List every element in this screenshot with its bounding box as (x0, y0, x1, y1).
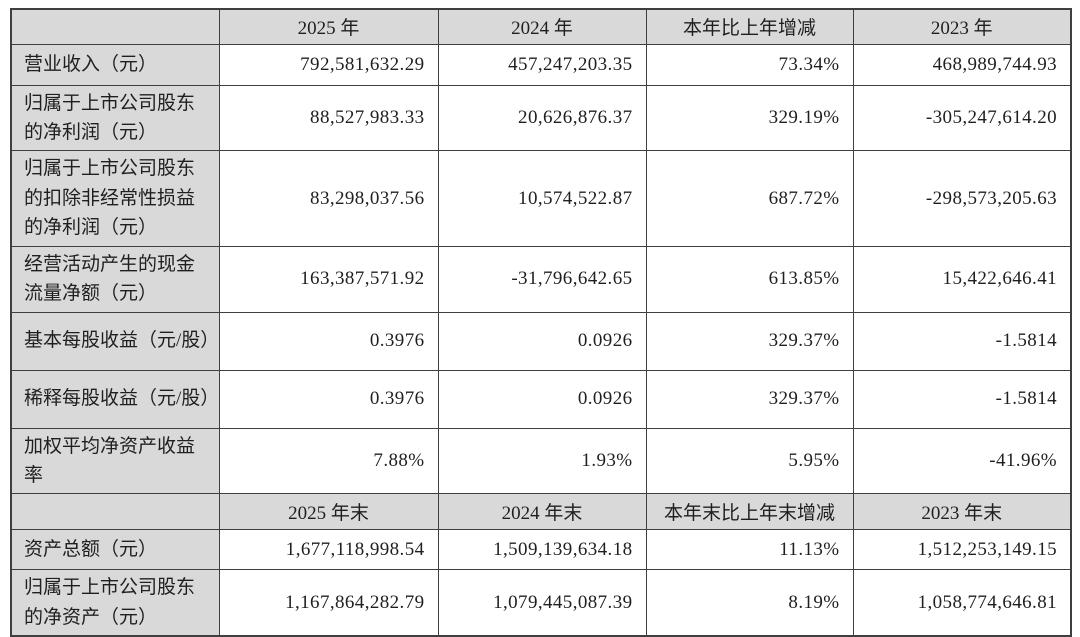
value-2025: 88,527,983.33 (218, 84, 439, 152)
row-label: 归属于上市公司股东的净资产（元） (10, 569, 220, 637)
value-2025-end: 1,167,864,282.79 (218, 569, 439, 637)
value-yoy-change: 613.85% (645, 245, 854, 313)
value-period-end-change: 8.19% (645, 569, 854, 637)
period-end-header-2025: 2025 年末 (218, 493, 439, 531)
annual-header-2023: 2023 年 (852, 8, 1072, 45)
row-net-profit-excl-non-recurring: 归属于上市公司股东的扣除非经常性损益的净利润（元） 83,298,037.56 … (10, 150, 1072, 247)
row-basic-eps: 基本每股收益（元/股） 0.3976 0.0926 329.37% -1.581… (10, 311, 1072, 371)
value-2023-end: 1,512,253,149.15 (852, 529, 1072, 571)
row-label: 经营活动产生的现金流量净额（元） (10, 245, 220, 313)
value-2024: -31,796,642.65 (437, 245, 647, 313)
value-2025: 7.88% (218, 427, 439, 495)
document-page: 2025 年 2024 年 本年比上年增减 2023 年 营业收入（元） 792… (10, 8, 1072, 637)
period-end-header-empty-cell (10, 493, 220, 531)
value-2024: 1.93% (437, 427, 647, 495)
row-operating-revenue: 营业收入（元） 792,581,632.29 457,247,203.35 73… (10, 43, 1072, 86)
row-diluted-eps: 稀释每股收益（元/股） 0.3976 0.0926 329.37% -1.581… (10, 369, 1072, 429)
financial-summary-table: 2025 年 2024 年 本年比上年增减 2023 年 营业收入（元） 792… (10, 8, 1072, 637)
value-2023: -1.5814 (852, 311, 1072, 371)
annual-header-2024: 2024 年 (437, 8, 647, 45)
annual-header-yoy-change: 本年比上年增减 (645, 8, 854, 45)
annual-header-2025: 2025 年 (218, 8, 439, 45)
row-label: 归属于上市公司股东的扣除非经常性损益的净利润（元） (10, 150, 220, 247)
value-yoy-change: 687.72% (645, 150, 854, 247)
value-2023: -298,573,205.63 (852, 150, 1072, 247)
value-2023: 15,422,646.41 (852, 245, 1072, 313)
value-2023: -41.96% (852, 427, 1072, 495)
period-end-header-yoy-change: 本年末比上年末增减 (645, 493, 854, 531)
value-2024: 0.0926 (437, 369, 647, 429)
row-label: 营业收入（元） (10, 43, 220, 86)
value-2023: -305,247,614.20 (852, 84, 1072, 152)
row-net-assets-attributable: 归属于上市公司股东的净资产（元） 1,167,864,282.79 1,079,… (10, 569, 1072, 637)
row-label: 归属于上市公司股东的净利润（元） (10, 84, 220, 152)
period-end-header-row: 2025 年末 2024 年末 本年末比上年末增减 2023 年末 (10, 493, 1072, 531)
value-2025: 163,387,571.92 (218, 245, 439, 313)
value-2024: 20,626,876.37 (437, 84, 647, 152)
row-label: 加权平均净资产收益率 (10, 427, 220, 495)
value-2025: 0.3976 (218, 369, 439, 429)
annual-header-empty-cell (10, 8, 220, 45)
value-2024: 0.0926 (437, 311, 647, 371)
value-yoy-change: 329.37% (645, 369, 854, 429)
value-2024: 457,247,203.35 (437, 43, 647, 86)
value-2024-end: 1,079,445,087.39 (437, 569, 647, 637)
value-yoy-change: 5.95% (645, 427, 854, 495)
annual-header-row: 2025 年 2024 年 本年比上年增减 2023 年 (10, 8, 1072, 45)
row-net-profit-attributable: 归属于上市公司股东的净利润（元） 88,527,983.33 20,626,87… (10, 84, 1072, 152)
value-2024: 10,574,522.87 (437, 150, 647, 247)
value-2023-end: 1,058,774,646.81 (852, 569, 1072, 637)
period-end-header-2024: 2024 年末 (437, 493, 647, 531)
value-yoy-change: 73.34% (645, 43, 854, 86)
value-yoy-change: 329.19% (645, 84, 854, 152)
value-2024-end: 1,509,139,634.18 (437, 529, 647, 571)
row-label: 基本每股收益（元/股） (10, 311, 220, 371)
row-label: 稀释每股收益（元/股） (10, 369, 220, 429)
period-end-header-2023: 2023 年末 (852, 493, 1072, 531)
value-2025: 792,581,632.29 (218, 43, 439, 86)
row-label: 资产总额（元） (10, 529, 220, 571)
value-2023: 468,989,744.93 (852, 43, 1072, 86)
value-2025-end: 1,677,118,998.54 (218, 529, 439, 571)
value-2023: -1.5814 (852, 369, 1072, 429)
value-2025: 0.3976 (218, 311, 439, 371)
row-weighted-avg-roe: 加权平均净资产收益率 7.88% 1.93% 5.95% -41.96% (10, 427, 1072, 495)
value-period-end-change: 11.13% (645, 529, 854, 571)
value-2025: 83,298,037.56 (218, 150, 439, 247)
value-yoy-change: 329.37% (645, 311, 854, 371)
row-operating-cash-flow: 经营活动产生的现金流量净额（元） 163,387,571.92 -31,796,… (10, 245, 1072, 313)
row-total-assets: 资产总额（元） 1,677,118,998.54 1,509,139,634.1… (10, 529, 1072, 571)
